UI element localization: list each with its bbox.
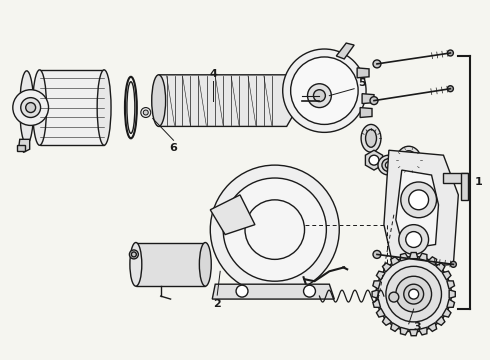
- Polygon shape: [436, 263, 445, 272]
- Ellipse shape: [33, 70, 47, 145]
- Polygon shape: [400, 253, 409, 261]
- Ellipse shape: [129, 250, 138, 259]
- Polygon shape: [447, 281, 455, 289]
- Circle shape: [376, 256, 451, 332]
- Polygon shape: [372, 290, 378, 298]
- Polygon shape: [373, 299, 381, 307]
- Circle shape: [450, 261, 456, 267]
- Circle shape: [386, 266, 441, 322]
- Polygon shape: [40, 70, 104, 145]
- Circle shape: [308, 84, 331, 108]
- Circle shape: [401, 182, 437, 218]
- Ellipse shape: [401, 151, 416, 170]
- Polygon shape: [19, 139, 30, 152]
- Circle shape: [370, 96, 378, 105]
- Polygon shape: [436, 316, 445, 325]
- Text: 3: 3: [413, 322, 420, 332]
- Ellipse shape: [382, 159, 396, 172]
- Polygon shape: [383, 263, 392, 272]
- Circle shape: [303, 285, 316, 297]
- Polygon shape: [376, 271, 385, 280]
- Polygon shape: [136, 243, 205, 286]
- Circle shape: [283, 49, 366, 132]
- Polygon shape: [461, 173, 468, 200]
- Ellipse shape: [130, 243, 142, 286]
- Ellipse shape: [199, 243, 211, 286]
- Ellipse shape: [141, 108, 151, 117]
- Circle shape: [236, 285, 248, 297]
- Ellipse shape: [378, 155, 400, 175]
- Polygon shape: [391, 257, 400, 266]
- Ellipse shape: [97, 70, 111, 145]
- Ellipse shape: [20, 71, 34, 144]
- Polygon shape: [410, 252, 418, 258]
- Polygon shape: [159, 75, 301, 126]
- Polygon shape: [447, 299, 455, 307]
- Polygon shape: [384, 150, 458, 269]
- Text: 6: 6: [170, 143, 177, 153]
- Circle shape: [21, 98, 41, 117]
- Polygon shape: [442, 308, 451, 317]
- Polygon shape: [212, 284, 334, 299]
- Ellipse shape: [152, 75, 166, 126]
- Ellipse shape: [396, 146, 421, 174]
- Circle shape: [447, 50, 453, 56]
- Polygon shape: [428, 323, 437, 332]
- Polygon shape: [336, 43, 354, 59]
- Text: 5: 5: [358, 78, 366, 88]
- Ellipse shape: [131, 252, 136, 257]
- Ellipse shape: [386, 162, 392, 168]
- Polygon shape: [391, 323, 400, 332]
- Polygon shape: [373, 281, 381, 289]
- Ellipse shape: [361, 125, 381, 152]
- Polygon shape: [362, 94, 374, 104]
- Circle shape: [291, 57, 358, 125]
- Polygon shape: [383, 316, 392, 325]
- Circle shape: [396, 276, 432, 312]
- Text: 4: 4: [209, 69, 217, 79]
- Polygon shape: [17, 145, 24, 151]
- Circle shape: [409, 190, 429, 210]
- Polygon shape: [419, 253, 427, 261]
- Circle shape: [314, 90, 325, 102]
- Circle shape: [373, 251, 381, 258]
- Ellipse shape: [143, 110, 148, 115]
- Polygon shape: [428, 257, 437, 266]
- Text: 2: 2: [213, 299, 221, 309]
- Circle shape: [373, 60, 381, 68]
- Text: 1: 1: [474, 177, 482, 187]
- Circle shape: [223, 178, 326, 281]
- Ellipse shape: [366, 129, 376, 147]
- Circle shape: [210, 165, 339, 294]
- Circle shape: [13, 90, 49, 125]
- Polygon shape: [443, 173, 468, 183]
- Polygon shape: [210, 195, 255, 235]
- Circle shape: [389, 292, 399, 302]
- Polygon shape: [376, 308, 385, 317]
- Circle shape: [406, 231, 421, 247]
- Polygon shape: [396, 170, 439, 249]
- Circle shape: [399, 225, 429, 255]
- Polygon shape: [357, 68, 369, 78]
- Polygon shape: [366, 150, 383, 170]
- Circle shape: [404, 284, 424, 304]
- Circle shape: [447, 86, 453, 92]
- Polygon shape: [442, 271, 451, 280]
- Polygon shape: [410, 329, 418, 336]
- Polygon shape: [360, 108, 372, 117]
- Circle shape: [369, 155, 379, 165]
- Polygon shape: [400, 327, 409, 335]
- Circle shape: [25, 103, 36, 113]
- Circle shape: [409, 289, 418, 299]
- Polygon shape: [419, 327, 427, 335]
- Polygon shape: [449, 290, 455, 298]
